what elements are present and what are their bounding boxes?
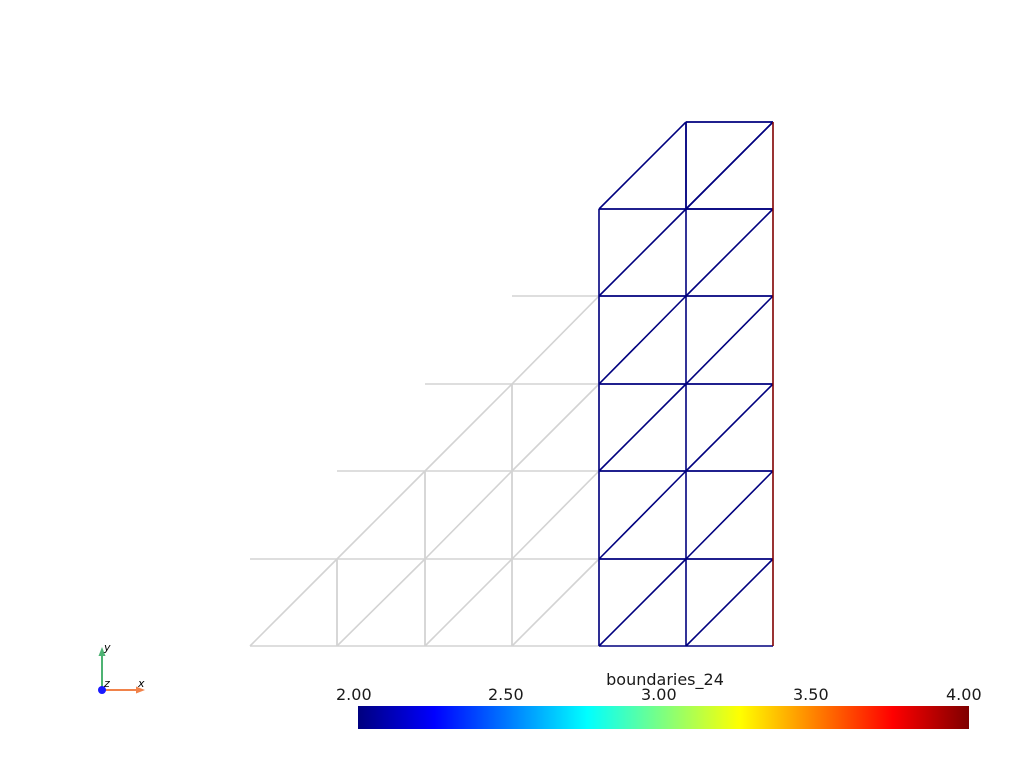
colorbar-tick-label: 4.00 [946, 685, 982, 704]
mesh-edge [511, 558, 600, 647]
mesh-edge [685, 383, 774, 472]
mesh-edge [511, 470, 600, 560]
mesh-edge [598, 295, 687, 385]
mesh-edge [598, 208, 687, 297]
mesh-edge [249, 558, 338, 647]
mesh-edge [511, 383, 600, 472]
colorbar [358, 706, 969, 729]
mesh-edge [685, 470, 774, 560]
colorbar-title: boundaries_24 [606, 670, 724, 689]
colorbar-tick-label: 3.00 [641, 685, 677, 704]
z-axis-dot [98, 686, 106, 694]
mesh-edge [424, 383, 513, 472]
x-axis-label: x [137, 677, 145, 690]
mesh-edge [598, 383, 687, 472]
boundary-mesh-edges [598, 121, 774, 647]
x-axis-arrowhead [136, 686, 145, 694]
orientation-axes[interactable]: y z x [98, 641, 145, 694]
mesh-edge [511, 295, 600, 385]
mesh-edge [424, 558, 513, 647]
mesh-edge [336, 470, 426, 560]
mesh-edge [685, 558, 774, 647]
mesh-edge [685, 208, 774, 297]
y-axis-label: y [103, 641, 111, 654]
mesh-edge [598, 558, 687, 647]
colorbar-tick-label: 2.00 [336, 685, 372, 704]
mesh-edge [598, 121, 687, 210]
mesh-edge [685, 295, 774, 385]
colorbar-tick-label: 2.50 [488, 685, 524, 704]
y-axis-arrowhead [98, 647, 106, 656]
mesh-edge [424, 470, 513, 560]
mesh-edge [685, 121, 774, 210]
mesh-edge [336, 558, 426, 647]
colorbar-tick-label: 3.50 [793, 685, 829, 704]
mesh-edge [598, 470, 687, 560]
z-axis-label: z [103, 677, 110, 690]
inactive-mesh-edges [249, 295, 600, 647]
